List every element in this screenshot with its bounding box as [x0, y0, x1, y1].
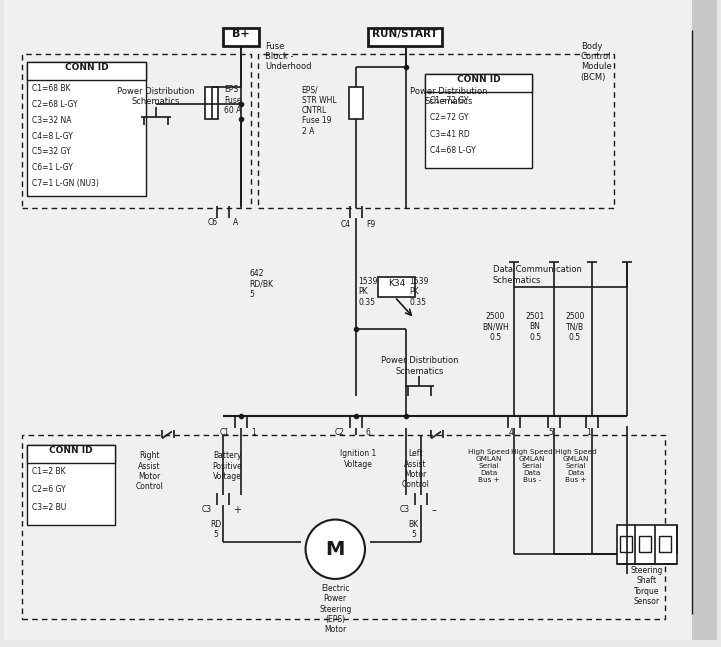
Text: CONN ID: CONN ID [65, 63, 109, 72]
Text: C1=68 BK: C1=68 BK [32, 84, 71, 93]
Text: High Speed
GMLAN
Serial
Data
Bus -: High Speed GMLAN Serial Data Bus - [511, 449, 553, 483]
Text: Power Distribution
Schematics: Power Distribution Schematics [118, 87, 195, 107]
Bar [27, 62, 146, 80]
Bar [349, 87, 363, 119]
Bar [617, 525, 677, 564]
Text: C1: C1 [219, 428, 229, 437]
Text: Left
Assist
Motor
Control: Left Assist Motor Control [402, 449, 430, 490]
Text: 6: 6 [366, 428, 371, 437]
Text: C4: C4 [340, 220, 350, 228]
Bar [659, 536, 671, 552]
Text: EPS/
STR WHL
CNTRL
Fuse 19
2 A: EPS/ STR WHL CNTRL Fuse 19 2 A [301, 85, 336, 136]
Bar [27, 445, 115, 525]
Text: C4=8 L-GY: C4=8 L-GY [32, 131, 74, 140]
Text: 1539
PK
0.35: 1539 PK 0.35 [410, 277, 429, 307]
Text: C2=68 L-GY: C2=68 L-GY [32, 100, 78, 109]
Bar [224, 28, 259, 45]
Text: C4=68 L-GY: C4=68 L-GY [430, 146, 476, 155]
Text: K34: K34 [388, 279, 405, 288]
Text: CONN ID: CONN ID [457, 75, 500, 84]
Text: Ignition 1
Voltage: Ignition 1 Voltage [340, 449, 376, 468]
Text: M: M [326, 540, 345, 559]
Text: C1=72 GY: C1=72 GY [430, 96, 469, 105]
Text: 2500
BN/WH
0.5: 2500 BN/WH 0.5 [482, 312, 509, 342]
Text: 1: 1 [586, 428, 591, 437]
Text: –: – [431, 505, 436, 515]
Text: F9: F9 [366, 220, 375, 228]
Bar [22, 435, 665, 619]
Bar [258, 54, 614, 208]
Text: RD
5: RD 5 [210, 520, 221, 539]
Text: C6: C6 [208, 218, 218, 226]
Text: Steering
Shaft
Torque
Sensor: Steering Shaft Torque Sensor [631, 566, 663, 606]
Text: BK
5: BK 5 [408, 520, 418, 539]
Text: High Speed
GMLAN
Serial
Data
Bus +: High Speed GMLAN Serial Data Bus + [555, 449, 596, 483]
Text: A: A [234, 218, 239, 226]
Text: Battery
Positive
Voltage: Battery Positive Voltage [213, 451, 242, 481]
Bar [22, 54, 251, 208]
Text: B+: B+ [232, 28, 250, 39]
Text: Fuse
Block -
Underhood: Fuse Block - Underhood [265, 41, 311, 71]
Bar [639, 536, 651, 552]
Text: C3=2 BU: C3=2 BU [32, 503, 66, 512]
Bar [368, 28, 442, 45]
Text: C3: C3 [399, 505, 410, 514]
Bar [620, 536, 632, 552]
Text: EPS
Fuse
60 A: EPS Fuse 60 A [224, 85, 242, 115]
Text: Electric
Power
Steering
(EPS)
Motor: Electric Power Steering (EPS) Motor [319, 584, 351, 635]
Text: C3: C3 [202, 505, 212, 514]
Text: Power Distribution
Schematics: Power Distribution Schematics [410, 87, 488, 107]
Bar [205, 87, 218, 119]
Bar [27, 445, 115, 463]
Text: C3=32 NA: C3=32 NA [32, 116, 72, 125]
Text: C1=2 BK: C1=2 BK [32, 467, 66, 476]
Text: C5=32 GY: C5=32 GY [32, 148, 71, 157]
Bar [425, 74, 532, 168]
Text: C3=41 RD: C3=41 RD [430, 129, 470, 138]
Text: Data Communication
Schematics: Data Communication Schematics [492, 265, 582, 285]
Text: 2501
BN
0.5: 2501 BN 0.5 [526, 312, 545, 342]
Text: 642
RD/BK
5: 642 RD/BK 5 [249, 269, 273, 299]
Text: C6=1 L-GY: C6=1 L-GY [32, 163, 74, 172]
Text: C2=6 GY: C2=6 GY [32, 485, 66, 494]
Text: Body
Control
Module
(BCM): Body Control Module (BCM) [580, 41, 611, 82]
Bar [691, 0, 717, 641]
Text: RUN/START: RUN/START [371, 28, 438, 39]
Text: Right
Assist
Motor
Control: Right Assist Motor Control [136, 451, 163, 492]
Text: 1539
PK
0.35: 1539 PK 0.35 [358, 277, 377, 307]
Text: 1: 1 [251, 428, 256, 437]
Text: CONN ID: CONN ID [49, 446, 93, 455]
Bar [425, 74, 532, 92]
Bar [378, 277, 415, 297]
Text: 5: 5 [549, 428, 554, 437]
Text: +: + [234, 505, 242, 515]
Text: C2=72 GY: C2=72 GY [430, 113, 469, 122]
Circle shape [306, 520, 365, 579]
Text: C2: C2 [335, 428, 344, 437]
Text: Power Distribution
Schematics: Power Distribution Schematics [381, 356, 458, 376]
Text: High Speed
GMLAN
Serial
Data
Bus +: High Speed GMLAN Serial Data Bus + [468, 449, 510, 483]
Bar [27, 62, 146, 196]
Text: 4: 4 [509, 428, 514, 437]
Text: C7=1 L-GN (NU3): C7=1 L-GN (NU3) [32, 179, 99, 188]
Text: 2500
TN/B
0.5: 2500 TN/B 0.5 [565, 312, 585, 342]
